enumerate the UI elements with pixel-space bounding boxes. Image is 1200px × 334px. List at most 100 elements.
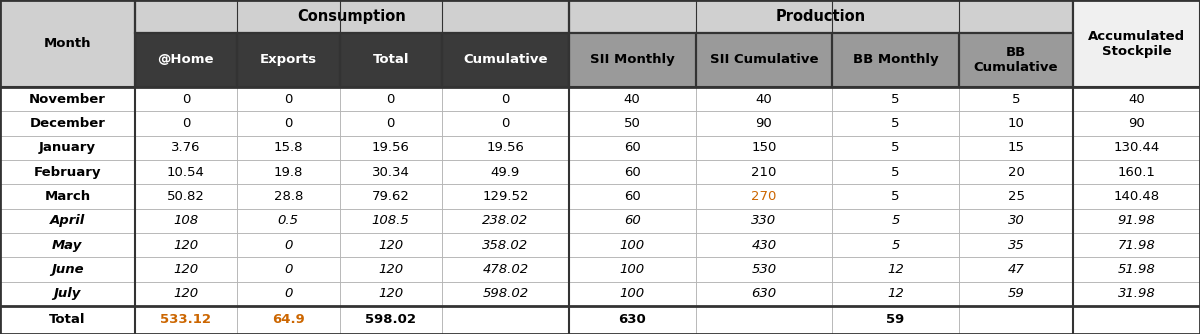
Bar xyxy=(238,306,340,334)
Text: 31.98: 31.98 xyxy=(1117,287,1156,300)
Text: January: January xyxy=(38,141,96,154)
Text: 79.62: 79.62 xyxy=(372,190,409,203)
Bar xyxy=(569,306,696,334)
Text: 530: 530 xyxy=(751,263,776,276)
Bar xyxy=(1073,184,1200,209)
Text: 598.02: 598.02 xyxy=(482,287,528,300)
Bar xyxy=(340,111,442,136)
Bar xyxy=(134,184,238,209)
Text: 59: 59 xyxy=(887,314,905,326)
Bar xyxy=(569,282,696,306)
Text: 25: 25 xyxy=(1008,190,1025,203)
Bar xyxy=(0,209,134,233)
Text: February: February xyxy=(34,166,101,179)
Bar xyxy=(959,282,1073,306)
Text: Total: Total xyxy=(372,53,409,66)
Bar xyxy=(696,306,832,334)
Text: 28.8: 28.8 xyxy=(274,190,302,203)
Bar xyxy=(959,257,1073,282)
Text: 0: 0 xyxy=(284,238,293,252)
Bar xyxy=(340,306,442,334)
Bar xyxy=(696,87,832,111)
Text: 358.02: 358.02 xyxy=(482,238,528,252)
Bar xyxy=(959,87,1073,111)
Text: 630: 630 xyxy=(618,314,646,326)
Bar xyxy=(0,136,134,160)
Text: Month: Month xyxy=(43,37,91,50)
Text: 160.1: 160.1 xyxy=(1117,166,1156,179)
Bar xyxy=(569,160,696,184)
Bar xyxy=(134,136,238,160)
Bar xyxy=(569,184,696,209)
Bar xyxy=(340,33,442,87)
Bar xyxy=(569,257,696,282)
Text: Accumulated
Stockpile: Accumulated Stockpile xyxy=(1088,29,1186,57)
Bar xyxy=(832,257,959,282)
Text: July: July xyxy=(54,287,82,300)
Bar xyxy=(1073,233,1200,257)
Bar xyxy=(569,209,696,233)
Bar xyxy=(134,209,238,233)
Bar xyxy=(959,233,1073,257)
Text: 430: 430 xyxy=(751,238,776,252)
Bar xyxy=(1073,136,1200,160)
Text: 108.5: 108.5 xyxy=(372,214,409,227)
Text: December: December xyxy=(29,117,106,130)
Text: 30.34: 30.34 xyxy=(372,166,409,179)
Bar xyxy=(0,87,134,111)
Text: 12: 12 xyxy=(887,263,904,276)
Bar xyxy=(696,33,832,87)
Text: 238.02: 238.02 xyxy=(482,214,528,227)
Bar xyxy=(696,282,832,306)
Text: 120: 120 xyxy=(173,287,198,300)
Text: 130.44: 130.44 xyxy=(1114,141,1159,154)
Text: @Home: @Home xyxy=(157,53,214,66)
Bar xyxy=(238,87,340,111)
Text: 10: 10 xyxy=(1008,117,1025,130)
Bar xyxy=(134,233,238,257)
Text: 0: 0 xyxy=(284,263,293,276)
Text: SII Cumulative: SII Cumulative xyxy=(709,53,818,66)
Bar xyxy=(832,306,959,334)
Bar xyxy=(442,111,569,136)
Text: 30: 30 xyxy=(1008,214,1025,227)
Bar xyxy=(340,209,442,233)
Bar xyxy=(442,33,569,87)
Bar xyxy=(959,184,1073,209)
Text: 15.8: 15.8 xyxy=(274,141,304,154)
Text: 140.48: 140.48 xyxy=(1114,190,1159,203)
Text: November: November xyxy=(29,93,106,106)
Bar xyxy=(0,282,134,306)
Bar xyxy=(1073,0,1200,87)
Bar xyxy=(442,87,569,111)
Text: 5: 5 xyxy=(892,190,900,203)
Bar xyxy=(959,136,1073,160)
Text: Cumulative: Cumulative xyxy=(463,53,547,66)
Bar xyxy=(959,209,1073,233)
Bar xyxy=(832,209,959,233)
Bar xyxy=(442,209,569,233)
Bar xyxy=(238,33,340,87)
Text: 5: 5 xyxy=(892,166,900,179)
Text: 64.9: 64.9 xyxy=(272,314,305,326)
Text: 40: 40 xyxy=(624,93,641,106)
Text: 60: 60 xyxy=(624,141,641,154)
Bar xyxy=(1073,111,1200,136)
Text: 129.52: 129.52 xyxy=(482,190,529,203)
Bar xyxy=(1073,160,1200,184)
Text: 100: 100 xyxy=(619,287,644,300)
Text: 20: 20 xyxy=(1008,166,1025,179)
Text: 598.02: 598.02 xyxy=(365,314,416,326)
Bar xyxy=(442,306,569,334)
Text: 60: 60 xyxy=(624,166,641,179)
Bar xyxy=(569,136,696,160)
Bar xyxy=(340,233,442,257)
Bar xyxy=(569,33,696,87)
Bar xyxy=(134,33,238,87)
Bar xyxy=(0,160,134,184)
Text: 120: 120 xyxy=(173,238,198,252)
Bar xyxy=(238,257,340,282)
Bar xyxy=(696,209,832,233)
Bar xyxy=(442,184,569,209)
Text: 100: 100 xyxy=(619,263,644,276)
